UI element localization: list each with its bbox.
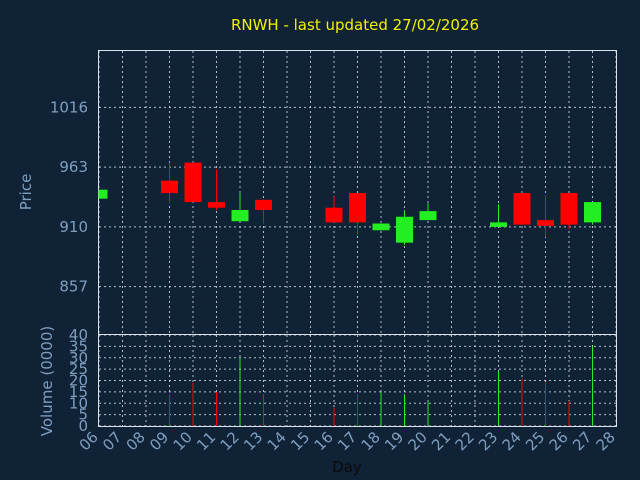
candle-body: [231, 209, 249, 222]
chart-title: RNWH - last updated 27/02/2026: [231, 16, 479, 34]
price-axis-ticks: 857 910 963 1016: [50, 98, 88, 295]
candle-body: [419, 211, 437, 221]
volume-tick-label: 20: [69, 372, 88, 390]
x-tick-label: 28: [593, 428, 619, 454]
x-tick-label: 23: [475, 428, 501, 454]
price-tick-label: 857: [59, 278, 88, 296]
volume-tick-label: 30: [69, 349, 88, 367]
candle-body: [349, 193, 366, 223]
volume-axis-label: Volume (0000): [38, 326, 56, 436]
x-tick-label: 21: [428, 428, 454, 454]
volume-bars-layer: [169, 346, 593, 426]
candle-body: [537, 220, 554, 226]
candle-body: [560, 193, 578, 225]
x-axis-ticks: 0607080910111213141516171819202122232425…: [76, 428, 619, 454]
x-tick-label: 16: [311, 428, 337, 454]
candle-body: [255, 199, 272, 210]
volume-panel-frame: [98, 334, 617, 427]
price-gridlines: [98, 51, 617, 334]
volume-tick-label: 5: [78, 406, 88, 424]
x-tick-label: 07: [99, 428, 125, 454]
x-tick-label: 17: [334, 428, 360, 454]
x-tick-label: 22: [452, 428, 478, 454]
candle-body: [184, 162, 202, 203]
x-tick-label: 20: [405, 428, 431, 454]
x-tick-label: 11: [193, 428, 219, 454]
volume-tick-label: 0: [78, 417, 88, 435]
x-tick-label: 14: [264, 428, 290, 454]
x-tick-label: 26: [546, 428, 572, 454]
volume-tick-label: 15: [69, 383, 88, 401]
x-tick-label: 12: [217, 428, 243, 454]
volume-tick-label: 10: [69, 394, 88, 412]
price-tick-label: 1016: [50, 98, 88, 116]
price-tick-label: 963: [59, 158, 88, 176]
x-tick-label: 08: [123, 428, 149, 454]
candle-body: [513, 193, 531, 225]
volume-tick-label: 40: [69, 326, 88, 344]
candle-body: [161, 180, 178, 194]
volume-tick-label: 35: [69, 337, 88, 355]
candle-body: [490, 222, 507, 227]
x-tick-label: 15: [287, 428, 313, 454]
candle-body: [208, 202, 225, 208]
volume-tick-label: 25: [69, 360, 88, 378]
candles-layer: [98, 162, 601, 245]
candle-body: [396, 216, 413, 243]
candle-body: [325, 207, 343, 223]
x-tick-label: 24: [499, 428, 525, 454]
x-tick-label: 18: [358, 428, 384, 454]
x-axis-label: Day: [332, 458, 362, 476]
x-tick-label: 10: [170, 428, 196, 454]
price-tick-label: 910: [59, 218, 88, 236]
candle-body: [584, 202, 601, 223]
x-tick-label: 19: [381, 428, 407, 454]
price-axis-label: Price: [17, 174, 35, 211]
x-tick-label: 27: [569, 428, 595, 454]
candle-body: [99, 189, 108, 199]
x-tick-label: 25: [522, 428, 548, 454]
x-tick-label: 09: [146, 428, 172, 454]
x-tick-label: 13: [240, 428, 266, 454]
candle-body: [372, 223, 390, 231]
